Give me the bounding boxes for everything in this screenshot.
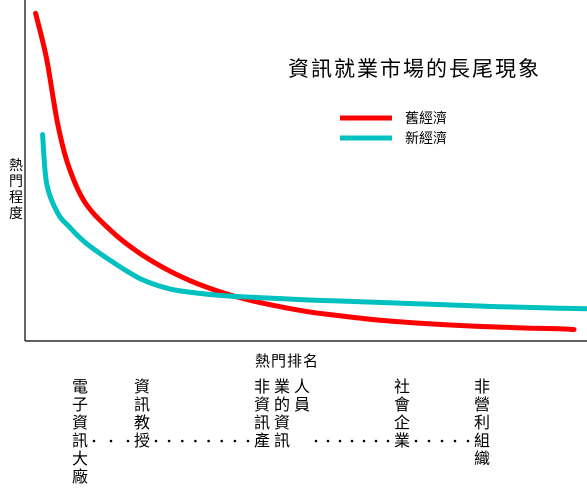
separator-dot bbox=[440, 439, 444, 443]
separator-dot bbox=[92, 439, 96, 443]
series-line-old-economy bbox=[33, 10, 577, 332]
separator-dot bbox=[126, 439, 130, 443]
separator-dot bbox=[374, 439, 378, 443]
separator-dot bbox=[362, 439, 366, 443]
separator-dot bbox=[326, 439, 330, 443]
separator-dot bbox=[414, 439, 418, 443]
separator-dot bbox=[109, 439, 113, 443]
category-label-1: 電子資訊大廠 bbox=[72, 377, 88, 486]
category-label-4: 社會企業 bbox=[394, 377, 410, 450]
series-line-new-economy bbox=[40, 132, 587, 312]
separator-dot bbox=[246, 439, 250, 443]
legend-label-new-economy: 新經濟 bbox=[405, 131, 447, 147]
separator-dot bbox=[314, 439, 318, 443]
category-label-5: 非營利組織 bbox=[474, 377, 490, 468]
separator-dot bbox=[207, 439, 210, 443]
separator-dot bbox=[350, 439, 354, 443]
separator-dot bbox=[233, 439, 237, 443]
separator-dot bbox=[453, 439, 457, 443]
legend-label-old-economy: 舊經濟 bbox=[405, 111, 447, 127]
category-label-3: 非資訊產業的資訊人員 bbox=[254, 377, 310, 450]
chart-title: 資訊就業市場的長尾現象 bbox=[288, 57, 541, 81]
separator-dot bbox=[466, 439, 470, 443]
separator-dot bbox=[167, 439, 171, 443]
x-axis-label: 熱門排名 bbox=[255, 352, 319, 370]
separator-dot bbox=[386, 439, 390, 443]
series-group bbox=[33, 10, 587, 332]
separator-dot bbox=[338, 439, 342, 443]
separator-dot bbox=[181, 439, 184, 443]
category-label-2: 資訊教授 bbox=[134, 377, 150, 450]
separator-dot bbox=[154, 439, 158, 443]
legend: 舊經濟 新經濟 bbox=[340, 111, 447, 147]
separator-dot bbox=[427, 439, 431, 443]
y-axis-label: 熱門程度 bbox=[9, 158, 24, 222]
separator-dot bbox=[194, 439, 197, 443]
category-labels: 電子資訊大廠 資訊教授 非資訊產業的資訊人員 社會企業 非營利組織 bbox=[72, 377, 490, 486]
separator-dot bbox=[220, 439, 223, 443]
